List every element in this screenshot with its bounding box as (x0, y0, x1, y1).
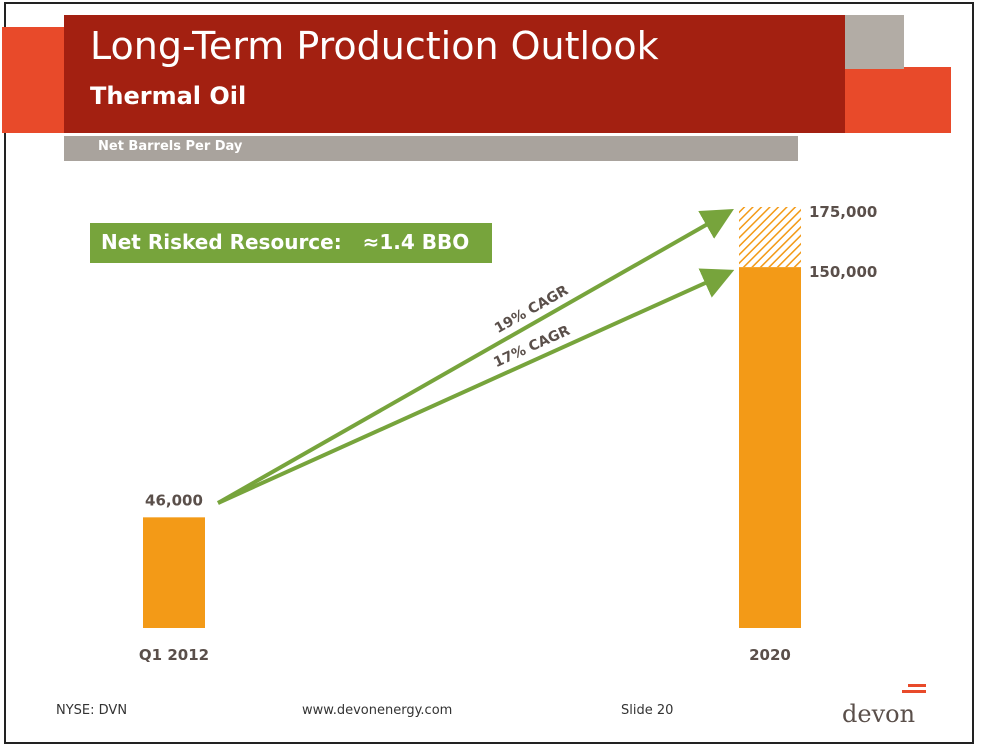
decor-gray-block (845, 15, 904, 69)
cagr-arrow-2 (217, 268, 735, 505)
bars-layer (143, 207, 801, 628)
units-bar (64, 136, 798, 161)
x-tick-label-1: Q1 2012 (139, 646, 209, 664)
bar-2 (739, 267, 801, 628)
cagr-arrow-1 (217, 209, 734, 505)
devon-logo-text: devon (842, 700, 916, 728)
footer-website[interactable]: www.devonenergy.com (302, 703, 453, 718)
bar-upside-label-2: 175,000 (809, 203, 877, 221)
decor-red-block-left (2, 27, 64, 133)
devon-logo-icon (902, 684, 926, 693)
bar-1 (143, 517, 205, 628)
decor-red-block-right (904, 67, 951, 133)
resource-callout-text: Net Risked Resource: ≈1.4 BBO (101, 230, 470, 254)
units-label: Net Barrels Per Day (98, 139, 243, 154)
x-tick-label-2: 2020 (749, 646, 791, 664)
decor-red-block-right-inner (845, 69, 904, 133)
arrows-layer (217, 209, 735, 505)
bar-value-label-1: 46,000 (145, 491, 203, 509)
title-banner (64, 15, 904, 133)
resource-callout (90, 223, 492, 263)
bar-value-label-2: 150,000 (809, 263, 877, 281)
footer-slide-number: Slide 20 (621, 703, 674, 718)
slide-title: Long-Term Production Outlook (90, 24, 659, 68)
footer-ticker: NYSE: DVN (56, 703, 128, 718)
bar-upside-2 (739, 207, 801, 268)
slide-subtitle: Thermal Oil (90, 82, 247, 110)
